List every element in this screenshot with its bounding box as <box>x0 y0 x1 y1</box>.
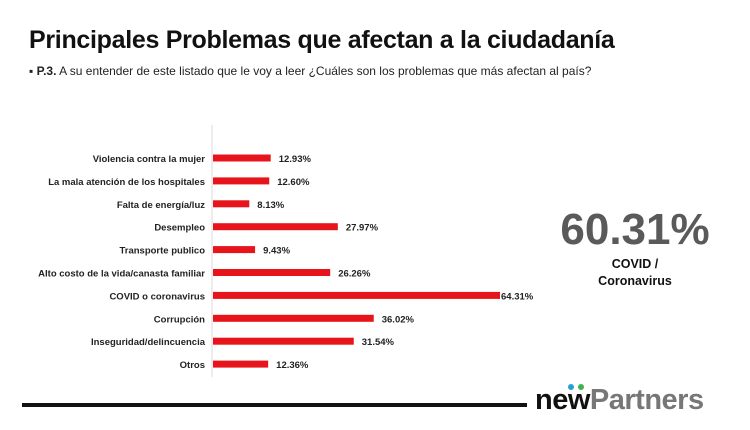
bar <box>213 269 331 276</box>
question-body: A su entender de este listado que le voy… <box>59 64 592 78</box>
category-label: Falta de energía/luz <box>117 200 205 211</box>
page-title: Principales Problemas que afectan a la c… <box>29 26 615 54</box>
logo-dot-blue <box>568 384 574 390</box>
data-label: 26.26% <box>338 269 371 280</box>
data-label: 12.36% <box>276 360 309 371</box>
category-label: Alto costo de la vida/canasta familiar <box>38 269 205 280</box>
bullet: ▪ <box>29 64 34 78</box>
logo-text-partners: Partners <box>589 384 704 416</box>
data-label: 8.13% <box>257 200 284 211</box>
bar <box>213 314 374 322</box>
category-label: Inseguridad/delincuencia <box>91 337 206 348</box>
category-label: Corrupción <box>154 314 205 325</box>
data-label: 64.31% <box>501 291 534 302</box>
category-label: Transporte publico <box>119 246 205 257</box>
highlight-caption-line1: COVID / <box>611 257 659 271</box>
question-text: ▪ P.3. A su entender de este listado que… <box>29 64 619 79</box>
data-label: 12.93% <box>279 154 312 165</box>
data-label: 9.43% <box>263 246 290 257</box>
highlight-value: 60.31% <box>560 205 710 254</box>
category-label: Otros <box>180 360 205 371</box>
newpartners-logo: newPartners <box>535 384 704 417</box>
bar <box>213 291 500 299</box>
bar <box>213 177 270 185</box>
category-label: Violencia contra la mujer <box>93 154 206 165</box>
bar <box>213 337 354 345</box>
data-label: 36.02% <box>382 314 415 325</box>
data-label: 31.54% <box>362 337 395 348</box>
highlight-caption-line2: Coronavirus <box>598 274 672 288</box>
bar <box>213 154 271 162</box>
category-label: Desempleo <box>154 223 205 234</box>
bar <box>213 200 250 208</box>
category-label: COVID o coronavirus <box>109 291 205 302</box>
data-label: 12.60% <box>277 177 310 188</box>
bar <box>213 246 256 254</box>
data-label: 27.97% <box>346 223 379 234</box>
logo-dot-green <box>578 384 584 390</box>
category-label: La mala atención de los hospitales <box>48 177 205 188</box>
bar <box>213 223 338 231</box>
footer-divider <box>22 403 527 407</box>
highlight-caption: COVID / Coronavirus <box>560 256 710 290</box>
bar <box>213 360 269 368</box>
question-code: P.3. <box>36 64 57 78</box>
